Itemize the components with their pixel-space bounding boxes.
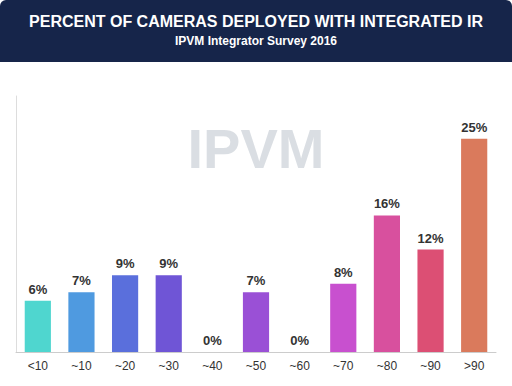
svg-text:0%: 0% — [290, 333, 309, 348]
svg-text:>90: >90 — [464, 359, 485, 373]
svg-text:0%: 0% — [203, 333, 222, 348]
svg-text:~60: ~60 — [289, 359, 310, 373]
svg-text:~70: ~70 — [333, 359, 354, 373]
svg-text:~20: ~20 — [115, 359, 136, 373]
svg-text:~10: ~10 — [71, 359, 92, 373]
svg-text:16%: 16% — [374, 196, 400, 211]
svg-text:~50: ~50 — [246, 359, 267, 373]
svg-text:IPVM: IPVM — [188, 117, 325, 180]
svg-text:PERCENT OF CAMERAS DEPLOYED WI: PERCENT OF CAMERAS DEPLOYED WITH INTEGRA… — [29, 13, 483, 30]
svg-text:<10: <10 — [28, 359, 49, 373]
svg-text:12%: 12% — [418, 231, 444, 246]
svg-text:7%: 7% — [247, 273, 266, 288]
svg-text:8%: 8% — [334, 265, 353, 280]
svg-text:9%: 9% — [159, 256, 178, 271]
svg-text:6%: 6% — [28, 282, 47, 297]
svg-text:~40: ~40 — [202, 359, 223, 373]
svg-text:~30: ~30 — [159, 359, 180, 373]
svg-text:~90: ~90 — [420, 359, 441, 373]
svg-text:7%: 7% — [72, 273, 91, 288]
svg-text:25%: 25% — [461, 120, 487, 135]
svg-text:IPVM Integrator Survey 2016: IPVM Integrator Survey 2016 — [175, 34, 337, 48]
svg-text:~80: ~80 — [377, 359, 398, 373]
svg-text:9%: 9% — [116, 256, 135, 271]
